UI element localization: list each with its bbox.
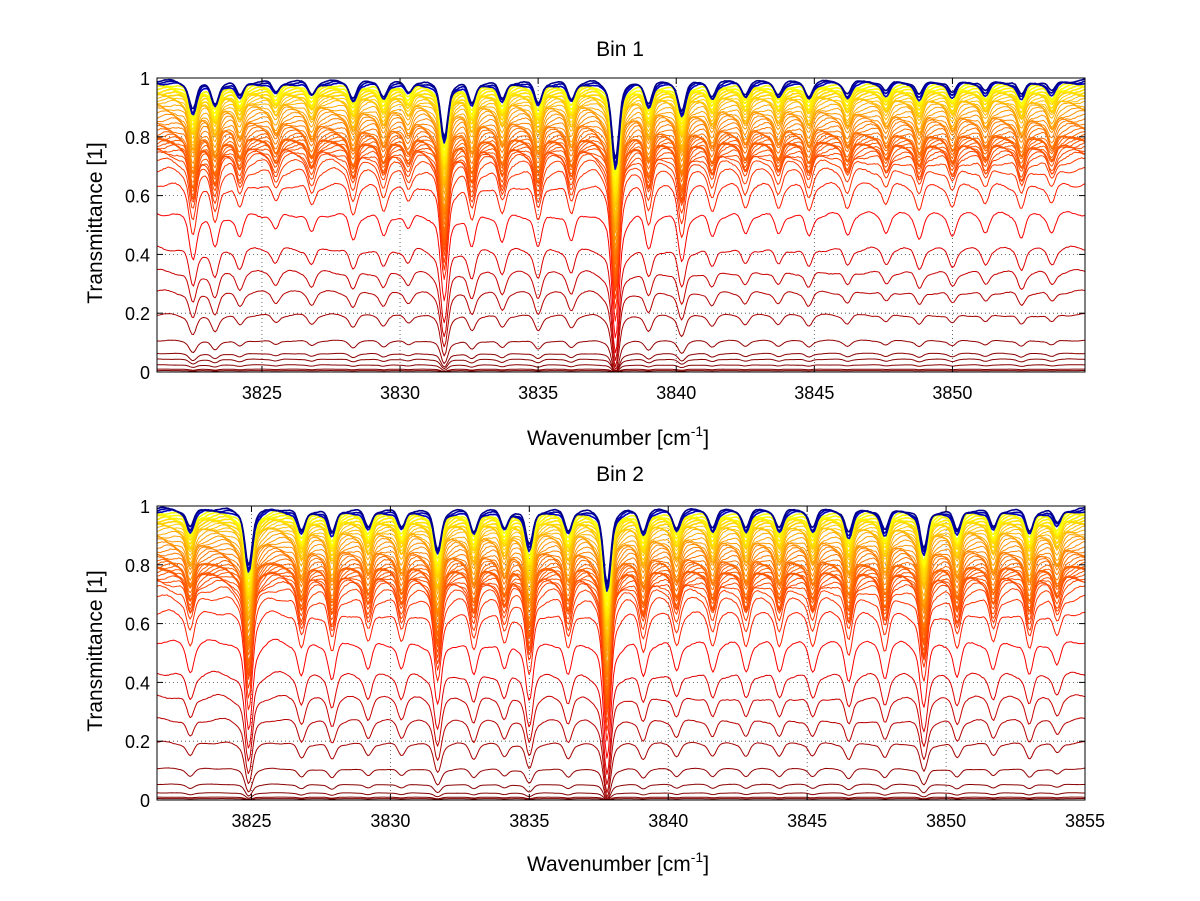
series-group — [156, 78, 1086, 373]
x-tick-label: 3825 — [242, 383, 282, 403]
series-line — [156, 783, 1086, 800]
x-tick-label: 3835 — [509, 811, 549, 831]
series-line — [157, 798, 1085, 801]
y-tick-label: 0.8 — [125, 556, 150, 576]
series-line — [156, 544, 1086, 674]
series-line — [156, 550, 1086, 678]
series-line — [156, 594, 1086, 732]
series-line — [156, 609, 1086, 742]
series-line — [156, 767, 1086, 799]
series-line — [156, 289, 1086, 368]
y-axis-label: Transmittance [1] — [84, 570, 107, 731]
series-line — [156, 78, 1086, 160]
series-line — [156, 740, 1086, 798]
y-tick-label: 0.2 — [125, 304, 150, 324]
x-tick-label: 3835 — [518, 383, 558, 403]
x-axis-label-superscript: -1 — [691, 849, 704, 865]
x-axis-label-main: Wavenumber [cm — [527, 427, 691, 450]
chart-title: Bin 2 — [596, 463, 644, 486]
x-tick-label: 3830 — [370, 811, 410, 831]
y-tick-label: 0 — [140, 363, 150, 383]
y-tick-label: 0.6 — [125, 615, 150, 635]
x-axis-label-suffix: ] — [703, 427, 709, 450]
series-line — [157, 358, 1086, 372]
x-axis-label-suffix: ] — [703, 853, 709, 876]
y-tick-label: 0.4 — [125, 245, 150, 265]
x-tick-label: 3830 — [380, 383, 420, 403]
series-group — [156, 506, 1086, 801]
x-tick-label: 3855 — [1065, 811, 1105, 831]
x-tick-label: 3840 — [656, 383, 696, 403]
x-tick-label: 3850 — [926, 811, 966, 831]
x-tick-label: 3840 — [648, 811, 688, 831]
axes-frame — [156, 77, 1086, 373]
series-line — [156, 529, 1086, 647]
x-tick-label: 3850 — [932, 383, 972, 403]
y-tick-label: 0.4 — [125, 673, 150, 693]
series-line — [156, 268, 1086, 361]
plot-area: 3825 3830 3835 3840 3845 3850 0 0.2 0.4 0.6 0.8 1 — [125, 69, 1086, 403]
series-line — [156, 576, 1086, 710]
bin-2-panel: Bin 2 3825 3830 3835 3840 3845 3850 3855 0 0.2 0.… — [84, 463, 1105, 876]
y-axis-label: Transmittance [1] — [84, 142, 107, 303]
y-tick-label: 0.2 — [125, 732, 150, 752]
series-line — [156, 181, 1086, 322]
series-line — [156, 352, 1086, 372]
axes-frame — [156, 505, 1086, 801]
chart-title: Bin 1 — [596, 38, 644, 61]
series-line — [156, 693, 1086, 785]
x-axis-label-superscript: -1 — [691, 423, 704, 439]
series-line — [156, 638, 1086, 759]
series-line — [156, 166, 1086, 310]
series-line — [156, 717, 1086, 794]
plot-area: 3825 3830 3835 3840 3845 3850 3855 0 0.2 0.4 0.6 0.… — [125, 497, 1105, 831]
series-line — [156, 555, 1086, 690]
bin-1-panel: Bin 1 3825 3830 3835 3840 3845 3850 0 0.2 0.4 0.6… — [84, 38, 1086, 450]
series-line — [156, 670, 1086, 775]
series-line — [156, 245, 1085, 354]
series-line — [156, 585, 1086, 724]
x-tick-label: 3825 — [231, 811, 271, 831]
series-line — [156, 312, 1086, 370]
x-tick-label: 3845 — [787, 811, 827, 831]
x-axis-label: Wavenumber [cm-1] — [527, 423, 709, 450]
y-tick-label: 0 — [140, 791, 150, 811]
series-line — [157, 368, 1085, 373]
series-line — [156, 532, 1086, 652]
series-line — [157, 370, 1085, 373]
y-tick-label: 0.6 — [125, 187, 150, 207]
series-line — [156, 506, 1086, 585]
y-tick-label: 1 — [140, 497, 150, 517]
series-line — [157, 364, 1085, 373]
x-tick-label: 3845 — [794, 383, 834, 403]
y-tick-label: 1 — [140, 69, 150, 89]
y-tick-label: 0.8 — [125, 128, 150, 148]
series-line — [157, 796, 1085, 801]
series-line — [157, 792, 1085, 801]
series-line — [157, 339, 1086, 371]
series-line — [156, 211, 1086, 339]
x-axis-label: Wavenumber [cm-1] — [527, 849, 709, 876]
x-axis-label-main: Wavenumber [cm — [527, 853, 691, 876]
series-line — [156, 535, 1086, 658]
